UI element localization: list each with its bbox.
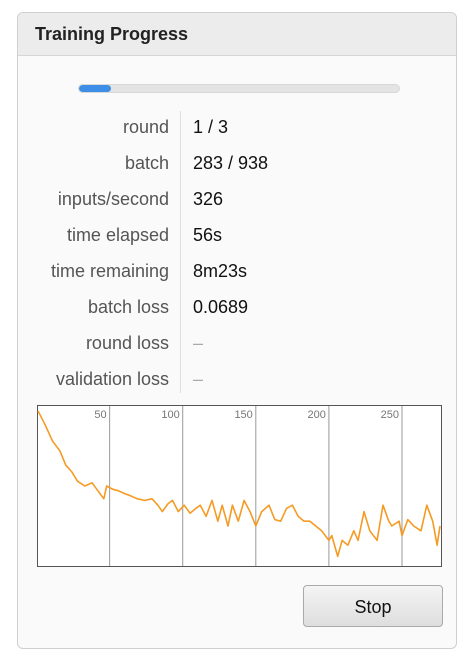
- stat-label: round: [122, 117, 169, 137]
- training-panel: Training Progress round 1 / 3 batch 283 / 9…: [17, 12, 457, 649]
- loss-line: [37, 410, 441, 558]
- stat-label: batch loss: [87, 297, 169, 317]
- stat-value: 0.0689: [193, 297, 249, 317]
- plot-frame: [37, 405, 442, 567]
- stat-label: round loss: [85, 333, 169, 353]
- x-tick-label: 50: [94, 409, 106, 421]
- divider: [180, 111, 181, 393]
- panel-title: Training Progress: [18, 13, 456, 56]
- stat-row: time elapsed 56s: [18, 217, 456, 253]
- x-tick-label: 250: [381, 409, 399, 421]
- x-tick-label: 200: [308, 409, 326, 421]
- x-tick-label: 100: [161, 409, 179, 421]
- loss-chart: 50 100 150 200 250: [37, 405, 442, 567]
- progress-fill: [79, 85, 111, 92]
- stat-value: 326: [193, 189, 224, 209]
- stat-value: 56s: [193, 225, 223, 245]
- stat-label: validation loss: [55, 369, 169, 389]
- stat-value: 8m23s: [193, 261, 248, 281]
- stop-button[interactable]: Stop: [303, 585, 443, 627]
- stat-value: –: [193, 369, 204, 389]
- stat-row: inputs/second 326: [18, 181, 456, 217]
- stat-label: inputs/second: [57, 189, 169, 209]
- stat-row: validation loss –: [18, 361, 456, 397]
- stat-row: round loss –: [18, 325, 456, 361]
- stat-label: batch: [124, 153, 169, 173]
- stat-value: –: [193, 333, 204, 353]
- stat-row: batch loss 0.0689: [18, 289, 456, 325]
- stat-label: time elapsed: [66, 225, 169, 245]
- stat-row: round 1 / 3: [18, 109, 456, 145]
- stat-value: 1 / 3: [193, 117, 229, 137]
- stat-label: time remaining: [50, 261, 169, 281]
- progress-bar: [78, 84, 400, 93]
- stat-row: time remaining 8m23s: [18, 253, 456, 289]
- stat-row: batch 283 / 938: [18, 145, 456, 181]
- x-tick-label: 150: [234, 409, 252, 421]
- stat-value: 283 / 938: [193, 153, 269, 173]
